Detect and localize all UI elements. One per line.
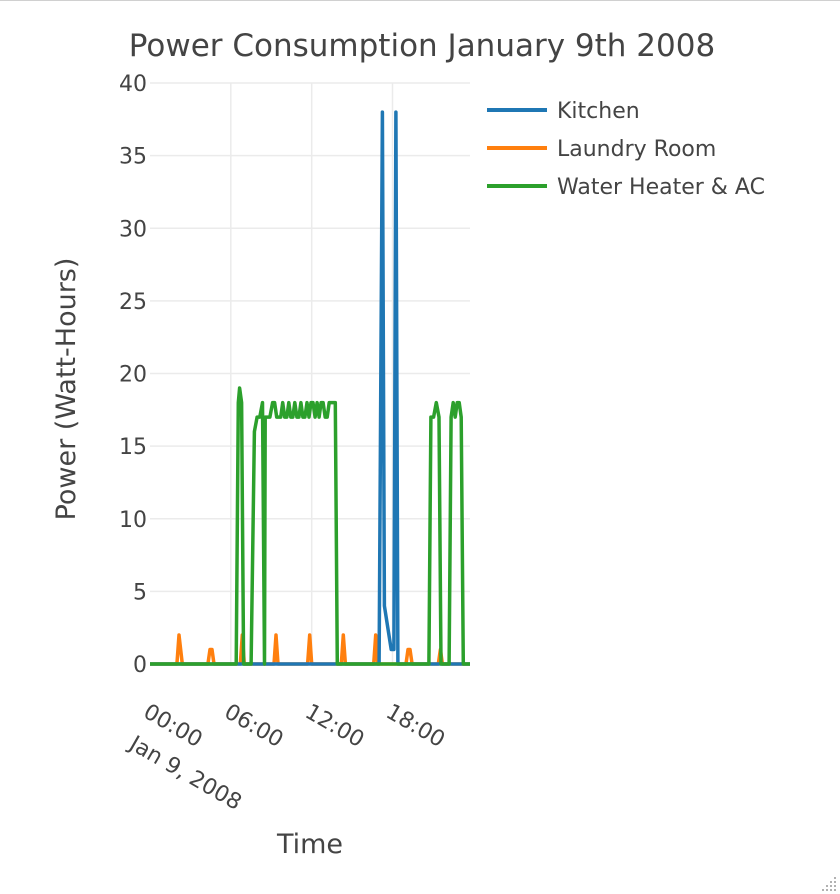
legend-item-laundry-room[interactable]: Laundry Room	[487, 137, 716, 162]
series-line-laundry-room	[150, 633, 470, 666]
y-tick-label-6: 30	[119, 217, 147, 242]
series-lines	[150, 110, 470, 666]
x-tick-label-2: 12:00	[301, 700, 368, 753]
gridlines	[150, 82, 470, 664]
y-tick-label-1: 5	[133, 580, 147, 605]
legend-item-kitchen[interactable]: Kitchen	[487, 99, 640, 124]
resize-grip[interactable]	[822, 877, 836, 891]
y-tick-label-7: 35	[119, 145, 147, 170]
window-top-border	[0, 0, 840, 1]
x-tick-label-3: 18:00	[382, 700, 449, 753]
legend-label-kitchen: Kitchen	[557, 99, 640, 124]
y-tick-label-3: 15	[119, 435, 147, 460]
y-axis-title: Power (Watt-Hours)	[51, 258, 82, 521]
y-tick-label-2: 10	[119, 508, 147, 533]
y-tick-label-5: 25	[119, 290, 147, 315]
series-line-water-heater-ac	[150, 386, 470, 666]
y-tick-label-4: 20	[119, 363, 147, 388]
legend-label-laundry-room: Laundry Room	[557, 137, 716, 162]
chart-title: Power Consumption January 9th 2008	[129, 28, 715, 64]
y-axis-ticks: 0 5 10 15 20 25 30 35 40	[119, 72, 147, 678]
x-tick-label-1: 06:00	[220, 700, 287, 753]
legend-item-water-heater-ac[interactable]: Water Heater & AC	[487, 175, 765, 200]
y-tick-label-8: 40	[119, 72, 147, 97]
series-line-kitchen	[150, 110, 470, 666]
legend[interactable]: Kitchen Laundry Room Water Heater & AC	[487, 99, 765, 200]
x-axis-title: Time	[276, 829, 343, 860]
legend-label-water-heater-ac: Water Heater & AC	[557, 175, 765, 200]
y-tick-label-0: 0	[133, 653, 147, 678]
